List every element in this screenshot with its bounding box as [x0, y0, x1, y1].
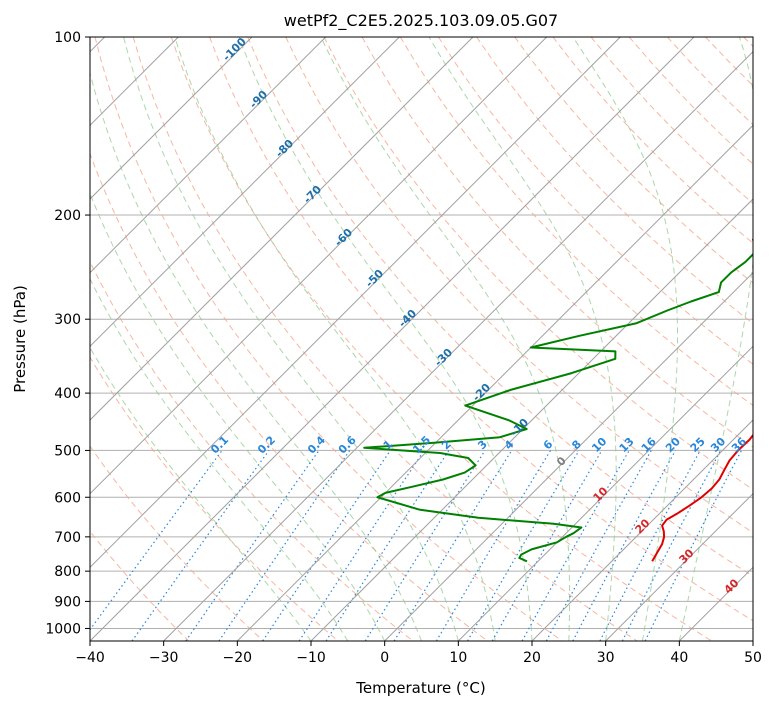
- x-tick-label: 20: [523, 650, 541, 666]
- dry-adiabat: [90, 152, 488, 641]
- moist-adiabat: [174, 37, 496, 641]
- y-tick-label: 1000: [45, 621, 81, 637]
- mixing-ratio-line: [435, 450, 552, 641]
- isotherm: [90, 37, 474, 421]
- y-axis: 100 200 300 400 500 600 700 800 900 1000: [45, 30, 90, 637]
- chart-title: wetPf2_C2E5.2025.103.09.05.G07: [284, 11, 558, 31]
- moist-adiabat: [678, 37, 753, 641]
- y-tick-label: 300: [54, 312, 81, 328]
- x-axis: −40 −30 −20 −10 0 10 20 30 40 50: [75, 641, 762, 666]
- x-tick-label: 30: [597, 650, 615, 666]
- isotherm: [90, 37, 621, 569]
- moist-adiabat: [90, 71, 422, 641]
- y-tick-label: 900: [54, 594, 81, 610]
- moist-adiabat: [90, 277, 349, 641]
- mixing-ratio-line: [325, 450, 450, 641]
- plot-frame: [89, 36, 754, 642]
- dewpoint-profile: [363, 238, 753, 563]
- isotherm: [310, 198, 753, 641]
- mixing-ratio-line: [218, 450, 351, 641]
- mixing-ratio-line: [185, 450, 320, 641]
- isotherm: [605, 492, 753, 641]
- x-tick-label: 50: [744, 650, 762, 666]
- dry-adiabat: [247, 37, 753, 577]
- dry-adiabat: [437, 37, 753, 365]
- isotherm: [90, 37, 400, 348]
- dry-adiabat: [94, 37, 563, 641]
- mixing-ratio-line: [545, 450, 652, 641]
- dry-adiabat: [90, 445, 264, 641]
- plot-area: [90, 37, 753, 641]
- y-axis-title: Pressure (hPa): [11, 285, 29, 393]
- isotherm: [531, 419, 753, 641]
- x-tick-label: −20: [223, 650, 253, 666]
- y-tick-label: 100: [54, 30, 81, 46]
- x-tick-label: −40: [75, 650, 105, 666]
- x-tick-label: 0: [380, 650, 389, 666]
- mixing-ratio-line: [298, 450, 425, 641]
- y-tick-label: 700: [54, 530, 81, 546]
- mixing-ratio-line: [364, 450, 486, 641]
- dry-adiabat: [170, 37, 712, 641]
- isotherm: [90, 37, 548, 495]
- x-tick-label: 10: [449, 650, 467, 666]
- sounding-profiles: [363, 238, 753, 563]
- x-axis-title: Temperature (°C): [355, 679, 485, 697]
- temperature-profile: [651, 433, 753, 562]
- isotherm: [90, 37, 695, 641]
- y-tick-label: 400: [54, 386, 81, 402]
- dry-adiabat: [132, 37, 638, 641]
- y-tick-label: 200: [54, 208, 81, 224]
- moist-adiabat: [123, 37, 459, 641]
- isotherm: [384, 271, 753, 641]
- moist-adiabat: [320, 37, 570, 641]
- y-tick-label: 500: [54, 443, 81, 459]
- moist-adiabat: [572, 37, 678, 641]
- isotherm: [90, 37, 327, 274]
- moist-adiabat: [428, 37, 617, 641]
- dry-adiabat: [476, 37, 753, 325]
- y-tick-label: 800: [54, 564, 81, 580]
- moist-adiabat: [238, 37, 533, 641]
- dry-adiabat: [323, 37, 753, 491]
- isotherm: [163, 50, 753, 641]
- x-tick-label: −10: [296, 650, 326, 666]
- mixing-ratio-lines: [90, 450, 743, 641]
- isotherm: [236, 124, 753, 641]
- x-tick-label: 40: [670, 650, 688, 666]
- y-tick-label: 600: [54, 490, 81, 506]
- dry-adiabat: [209, 37, 753, 622]
- x-tick-label: −30: [149, 650, 179, 666]
- mixing-ratio-line: [572, 450, 677, 641]
- mixing-ratio-line: [466, 450, 580, 641]
- moist-adiabat: [90, 192, 386, 641]
- mixing-ratio-line: [262, 450, 391, 641]
- isotherm: [90, 37, 253, 200]
